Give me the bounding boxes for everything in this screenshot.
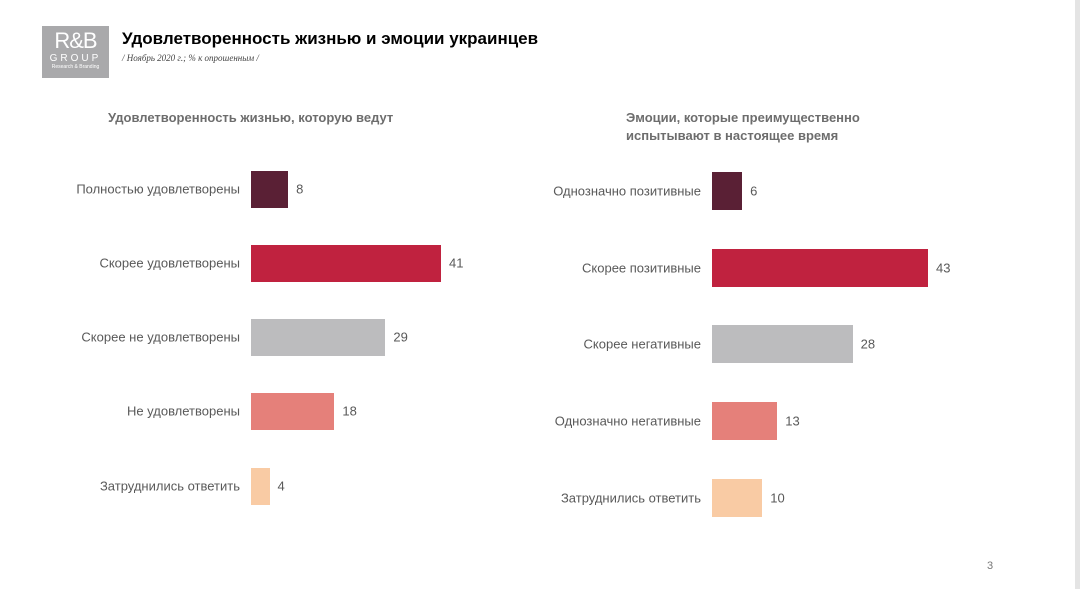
satisfaction-category-label: Скорее не удовлетворены [81, 329, 240, 345]
logo-main: R&B [54, 28, 97, 53]
page-number: 3 [987, 560, 994, 572]
emotions-category-label: Скорее позитивные [582, 260, 701, 276]
satisfaction-bar [251, 170, 289, 208]
logo-sub: Research & Branding [51, 64, 100, 70]
emotions-value-label: 28 [860, 336, 876, 352]
satisfaction-category-label: Не удовлетворены [126, 403, 240, 419]
emotions-bar [712, 402, 778, 440]
chart-title-emotions: Эмоции, которые преимущественно испытыва… [626, 110, 860, 143]
emotions-value-label: 13 [785, 413, 800, 429]
emotions-category-label: Затруднились ответить [560, 490, 701, 506]
emotions-bar [712, 172, 743, 210]
satisfaction-bar [251, 467, 270, 505]
emotions-bar [712, 479, 763, 517]
emotions-value-label: 6 [750, 183, 758, 199]
satisfaction-bar [251, 392, 335, 430]
emotions-bar [712, 325, 853, 363]
satisfaction-value-label: 8 [296, 181, 304, 197]
logo-group: GROUP [49, 53, 102, 64]
satisfaction-value-label: 4 [277, 478, 285, 494]
emotions-value-label: 43 [936, 260, 951, 276]
satisfaction-category-label: Скорее удовлетворены [99, 255, 240, 271]
satisfaction-value-label: 41 [449, 255, 464, 271]
satisfaction-bar [251, 244, 441, 282]
satisfaction-value-label: 18 [342, 403, 357, 419]
satisfaction-value-label: 29 [393, 329, 408, 345]
emotions-category-label: Однозначно позитивные [553, 183, 701, 199]
satisfaction-category-label: Затруднились ответить [99, 478, 240, 494]
page-title: Удовлетворенность жизнью и эмоции украин… [122, 29, 539, 48]
emotions-bar [712, 249, 928, 287]
emotions-value-label: 10 [770, 490, 785, 506]
page-subtitle: / Ноябрь 2020 г.; % к опрошенным / [122, 53, 259, 63]
chart-title-satisfaction: Удовлетворенность жизнью, которую ведут [108, 110, 394, 125]
satisfaction-bar [251, 318, 386, 356]
satisfaction-category-label: Полностью удовлетворены [76, 181, 240, 197]
emotions-category-label: Однозначно негативные [554, 413, 701, 429]
logo: R&B GROUP Research & Branding [42, 26, 109, 78]
emotions-category-label: Скорее негативные [583, 336, 701, 352]
scrollbar[interactable] [1075, 0, 1080, 589]
